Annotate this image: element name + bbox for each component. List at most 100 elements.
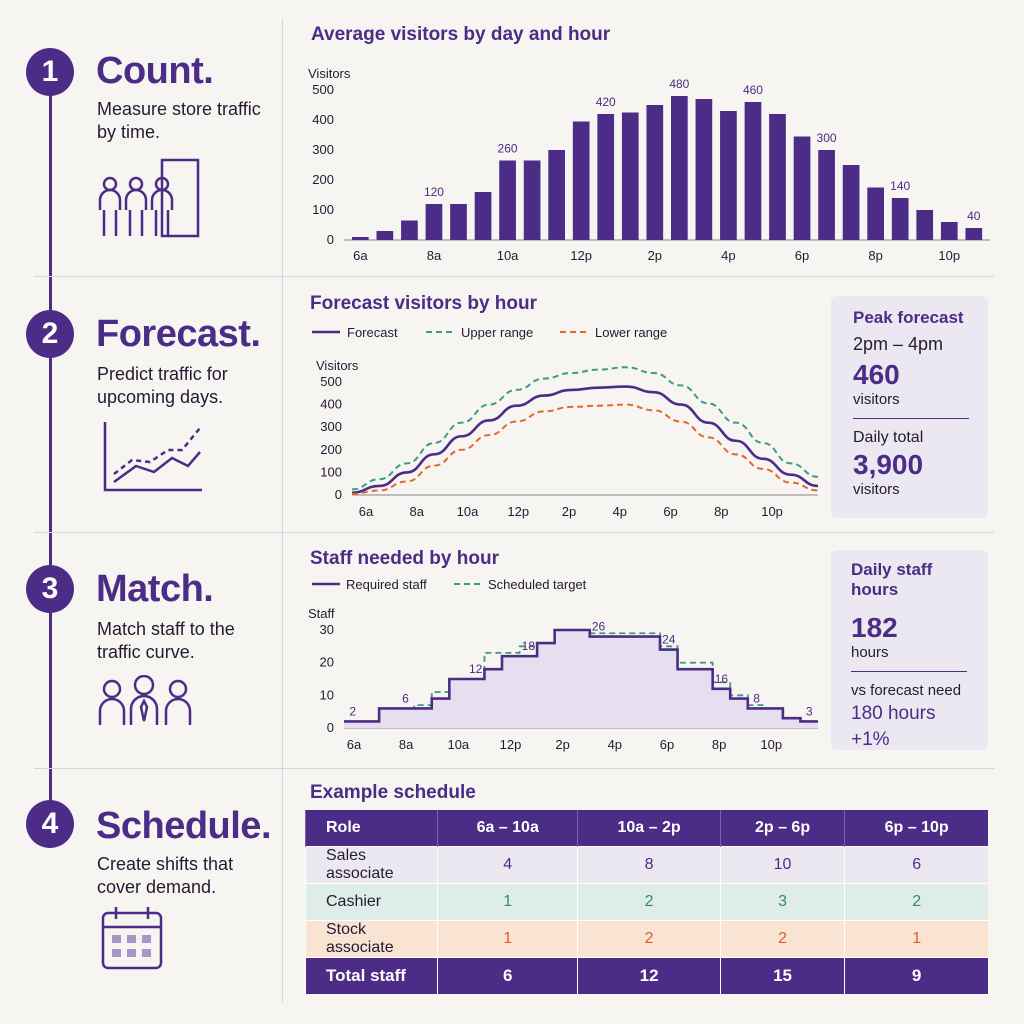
row-cell: 8 <box>577 845 721 883</box>
row-cell: 1 <box>436 882 578 920</box>
people-entering-icon <box>98 158 200 238</box>
y-tick-label: 0 <box>327 232 334 247</box>
card-divider <box>853 418 969 419</box>
bar <box>597 114 615 240</box>
data-label: 2 <box>349 704 356 718</box>
bar <box>867 187 884 240</box>
header-shift-3: 2p – 6p <box>719 810 845 846</box>
bar <box>401 220 418 240</box>
x-tick-label: 10a <box>457 504 479 519</box>
y-tick-label: 500 <box>320 374 342 389</box>
data-label: 120 <box>424 185 444 199</box>
bar <box>720 111 737 240</box>
x-tick-label: 12p <box>570 248 592 263</box>
total-row: Total staff 6 12 15 9 <box>305 956 988 994</box>
timeline-line <box>49 72 52 824</box>
header-shift-4: 6p – 10p <box>844 810 988 846</box>
daily-total-label: Daily total <box>853 429 924 446</box>
step-2-badge: 2 <box>26 310 74 358</box>
chart-3-title: Staff needed by hour <box>310 548 499 569</box>
y-tick-label: 500 <box>312 82 334 97</box>
data-label: 24 <box>662 633 676 647</box>
table-row: Cashier 1 2 3 2 <box>305 882 988 920</box>
card-divider <box>851 671 967 672</box>
section-divider-2 <box>34 532 994 533</box>
series-line <box>351 366 819 491</box>
row-cell: 1 <box>436 919 578 957</box>
total-role: Total staff <box>305 956 438 994</box>
table-row: Sales associate 4 8 10 6 <box>305 845 988 883</box>
step-4-desc: Create shifts that cover demand. <box>97 854 234 897</box>
row-cell: 2 <box>577 882 721 920</box>
schedule-header-row: Role 6a – 10a 10a – 2p 2p – 6p 6p – 10p <box>305 810 988 846</box>
bar <box>695 99 713 240</box>
bar <box>572 121 590 240</box>
peak-forecast-card: Peak forecast 2pm – 4pm 460 visitors Dai… <box>831 296 988 518</box>
row-cell: 1 <box>844 919 988 957</box>
legend-label: Lower range <box>595 325 667 340</box>
bar <box>891 198 909 240</box>
row-cell: 6 <box>844 845 988 883</box>
x-tick-label: 2p <box>562 504 576 519</box>
data-label: 420 <box>596 95 616 109</box>
legend-label: Forecast <box>347 325 398 340</box>
bar <box>769 114 786 240</box>
staff-group-icon <box>98 675 192 725</box>
x-tick-label: 10p <box>938 248 960 263</box>
x-tick-label: 6p <box>795 248 809 263</box>
x-tick-label: 2p <box>648 248 662 263</box>
bar <box>499 160 516 240</box>
x-tick-label: 8a <box>410 504 425 519</box>
bar <box>450 204 467 240</box>
y-tick-label: 20 <box>320 655 334 670</box>
bar <box>940 222 958 240</box>
data-label: 40 <box>967 209 981 223</box>
forecast-line-chart: Visitors 0 100 200 300 400 500 Forecast Upper ra… <box>312 325 819 519</box>
series-line <box>351 385 819 495</box>
step-3-badge: 3 <box>26 565 74 613</box>
legend-label: Required staff <box>346 577 427 592</box>
step-2-desc: Predict traffic for upcoming days. <box>97 364 228 407</box>
row-cell: 4 <box>436 845 578 883</box>
step-3-title: Match. <box>96 568 214 610</box>
legend-label: Scheduled target <box>488 577 587 592</box>
staff-hours-label: Daily staff hours <box>851 560 933 599</box>
y-tick-label: 10 <box>320 687 334 702</box>
staff-hours-card: Daily staff hours 182 hours vs forecast … <box>831 550 988 750</box>
row-cell: 2 <box>719 919 845 957</box>
daily-total-value: 3,900 <box>853 449 924 480</box>
x-tick-label: 8p <box>868 248 882 263</box>
compare-value: 180 hours <box>851 703 936 724</box>
y-tick-label: 200 <box>312 172 334 187</box>
y-tick-label: 300 <box>320 419 342 434</box>
step-3-desc: Match staff to the traffic curve. <box>97 619 235 662</box>
peak-window: 2pm – 4pm <box>853 334 944 354</box>
row-cell: 10 <box>719 845 845 883</box>
data-label: 18 <box>522 639 536 653</box>
bar <box>965 228 983 240</box>
x-tick-label: 4p <box>613 504 627 519</box>
x-tick-label: 4p <box>721 248 735 263</box>
step-1-desc: Measure store traffic by time. <box>97 99 261 142</box>
step-1-title: Count. <box>96 50 214 92</box>
trend-chart-icon <box>103 422 202 492</box>
x-tick-label: 12p <box>500 737 522 752</box>
data-label: 12 <box>469 662 483 676</box>
column-divider <box>282 18 283 1002</box>
x-tick-label: 6a <box>353 248 368 263</box>
data-label: 16 <box>715 672 729 686</box>
total-cell: 9 <box>844 956 988 994</box>
bar <box>548 150 565 240</box>
x-tick-label: 6a <box>347 737 362 752</box>
y-tick-label: 300 <box>312 142 334 157</box>
staff-hours-value: 182 <box>851 612 898 643</box>
step-4-title: Schedule. <box>96 805 272 847</box>
x-tick-label: 8p <box>714 504 728 519</box>
peak-value: 460 <box>853 359 900 390</box>
chart-1-title: Average visitors by day and hour <box>311 24 611 45</box>
visitors-bar-chart: Visitors 0 100 200 300 400 500 120 260 420 480 460 3… <box>308 66 990 263</box>
daily-total-unit: visitors <box>853 481 900 498</box>
staff-area-fill <box>344 630 818 728</box>
required-staff-line <box>344 628 818 723</box>
y-tick-label: 400 <box>312 112 334 127</box>
